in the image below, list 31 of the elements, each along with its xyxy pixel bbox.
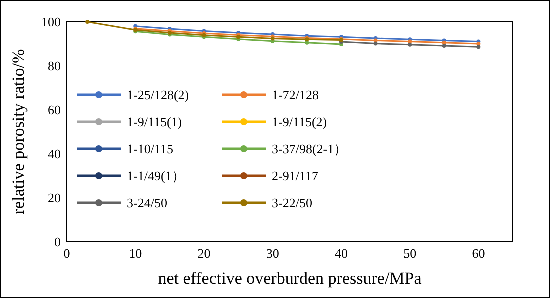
point xyxy=(476,45,481,50)
x-tick-label: 40 xyxy=(334,246,348,261)
point xyxy=(86,20,90,24)
point xyxy=(442,44,446,48)
legend-label: 1-72/128 xyxy=(272,88,319,103)
point xyxy=(408,42,412,47)
x-tick-label: 20 xyxy=(198,246,211,261)
y-tick-label: 80 xyxy=(48,58,61,74)
x-tick-label: 30 xyxy=(266,246,280,261)
legend-label: 1-1/49(1） xyxy=(127,168,185,184)
y-tick-label: 40 xyxy=(48,146,61,162)
legend-label: 3-22/50 xyxy=(272,196,312,211)
legend-label: 2-91/117 xyxy=(272,168,319,184)
legend-label: 1-9/115(2) xyxy=(272,114,328,130)
x-axis-title: net effective overburden pressure/MPa xyxy=(158,269,422,288)
legend-label: 1-9/115(1) xyxy=(127,114,182,130)
legend-label: 1-25/128(2) xyxy=(127,88,190,103)
x-tick-label: 50 xyxy=(404,246,417,261)
legend-label: 1-10/115 xyxy=(127,142,174,157)
x-tick-label: 0 xyxy=(64,246,70,261)
legend-label: 3-24/50 xyxy=(127,196,168,211)
point xyxy=(374,42,378,46)
y-axis-title: relative porosity ratio/% xyxy=(9,49,28,215)
y-tick-label: 100 xyxy=(42,14,61,30)
y-tick-label: 0 xyxy=(54,234,61,250)
x-tick-label: 10 xyxy=(129,246,142,261)
y-tick-label: 60 xyxy=(48,102,61,118)
x-tick-label: 60 xyxy=(472,246,486,261)
y-tick-label: 20 xyxy=(48,190,61,206)
legend-label: 3-37/98(2-1） xyxy=(272,142,348,157)
point xyxy=(305,40,310,45)
